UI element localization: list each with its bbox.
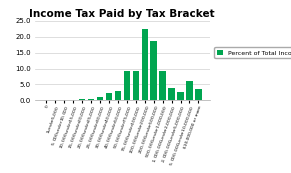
- Bar: [106, 93, 112, 100]
- Bar: [150, 41, 157, 100]
- Bar: [195, 89, 202, 100]
- Bar: [186, 81, 193, 100]
- Bar: [88, 99, 94, 100]
- Bar: [79, 99, 85, 100]
- Bar: [124, 71, 130, 100]
- Bar: [178, 92, 184, 100]
- Bar: [97, 97, 103, 100]
- Bar: [159, 71, 166, 100]
- Title: Income Tax Paid by Tax Bracket: Income Tax Paid by Tax Bracket: [29, 9, 215, 19]
- Legend: Percent of Total Income Tax: Percent of Total Income Tax: [214, 47, 291, 58]
- Bar: [115, 91, 121, 100]
- Bar: [168, 88, 175, 100]
- Bar: [132, 71, 139, 100]
- Bar: [141, 29, 148, 100]
